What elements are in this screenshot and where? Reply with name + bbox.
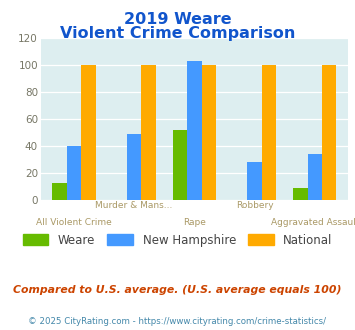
Bar	[81, 65, 95, 200]
Bar	[173, 130, 187, 200]
Text: Aggravated Assault: Aggravated Assault	[271, 218, 355, 227]
Text: Compared to U.S. average. (U.S. average equals 100): Compared to U.S. average. (U.S. average …	[13, 285, 342, 295]
Bar	[127, 134, 141, 200]
Bar	[322, 65, 337, 200]
Bar	[141, 65, 156, 200]
Bar	[202, 65, 216, 200]
Text: 2019 Weare: 2019 Weare	[124, 12, 231, 26]
Bar	[67, 146, 81, 200]
Text: Violent Crime Comparison: Violent Crime Comparison	[60, 26, 295, 41]
Text: Rape: Rape	[183, 218, 206, 227]
Bar	[187, 61, 202, 200]
Text: Murder & Mans...: Murder & Mans...	[95, 201, 173, 210]
Text: Robbery: Robbery	[236, 201, 273, 210]
Legend: Weare, New Hampshire, National: Weare, New Hampshire, National	[22, 234, 333, 247]
Bar	[293, 187, 307, 200]
Bar	[307, 154, 322, 200]
Bar	[247, 162, 262, 200]
Bar	[52, 183, 67, 200]
Text: All Violent Crime: All Violent Crime	[36, 218, 112, 227]
Bar	[262, 65, 276, 200]
Text: © 2025 CityRating.com - https://www.cityrating.com/crime-statistics/: © 2025 CityRating.com - https://www.city…	[28, 317, 327, 326]
